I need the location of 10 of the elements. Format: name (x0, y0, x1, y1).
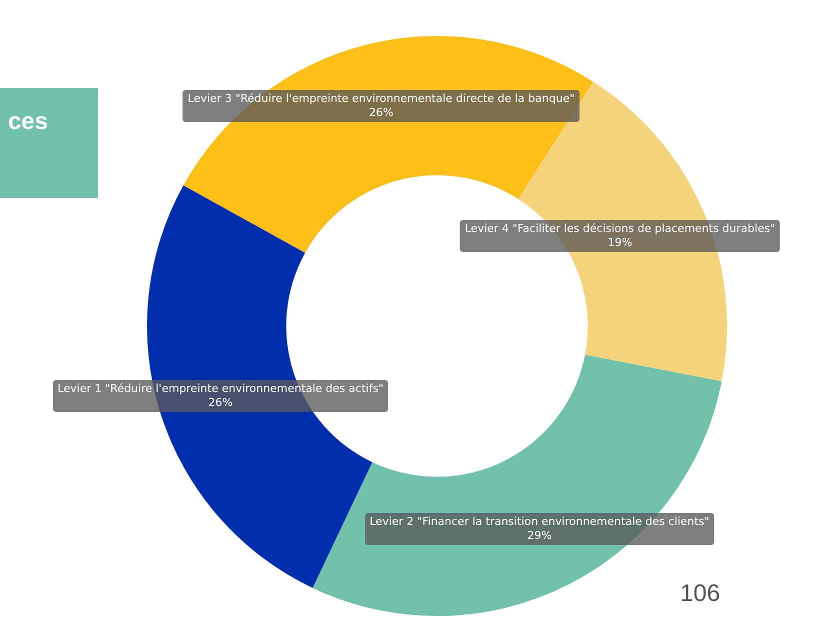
data-label: 26% (207, 396, 234, 410)
slice-label: Levier 2 "Financer la transition environnementale des clients" (370, 514, 710, 529)
data-label: 26% (368, 106, 394, 120)
text: ces (8, 108, 48, 136)
slice-label: Levier 4 "Faciliter les décisions de placements durables" (464, 222, 776, 236)
data-label: 29% (526, 528, 553, 543)
text: 106 (680, 580, 720, 608)
slice-label: Levier 3 "Réduire l'empreinte environnementale directe de la banque" (188, 92, 575, 106)
slice-label: Levier 1 "Réduire l'empreinte environnementale des actifs" (58, 382, 384, 396)
data-label: 19% (606, 236, 634, 250)
